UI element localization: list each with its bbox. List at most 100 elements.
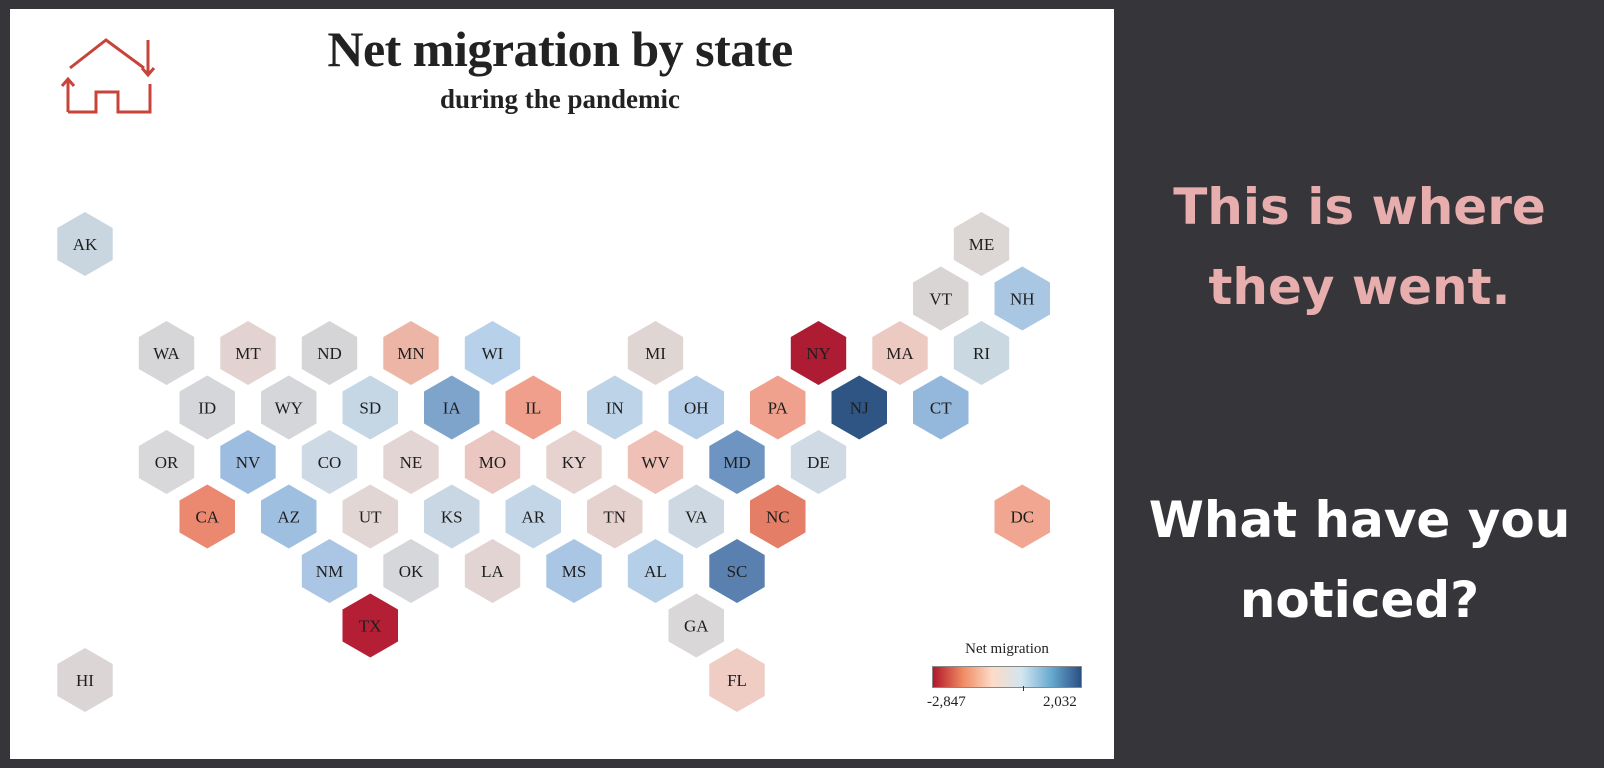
state-hex-shape [709,430,765,494]
state-hex-oh: OH [668,375,724,440]
state-label: AR [521,508,545,527]
state-label: NY [806,344,831,363]
state-hex-ky: KY [546,430,602,494]
state-hex-or: OR [138,430,195,494]
legend-max-label: 2,032 [1043,694,1077,710]
state-hex-shape [994,266,1050,331]
state-label: MA [886,344,914,363]
state-label: NV [236,453,261,472]
state-label: LA [481,562,504,581]
state-hex-wi: WI [464,321,521,385]
state-label: UT [359,508,382,527]
legend-zero-tick [1023,686,1024,691]
state-hex-de: DE [790,430,847,494]
state-label: NJ [850,399,869,418]
state-hex-shape [464,430,521,494]
state-hex-shape [138,430,195,494]
state-hex-hi: HI [57,648,113,712]
state-hex-shape [668,375,724,440]
state-hex-shape [57,212,113,276]
state-hex-shape [546,430,602,494]
state-label: MN [397,344,424,363]
state-label: NH [1010,290,1035,309]
state-hex-shape [627,430,684,494]
state-label: VT [929,290,952,309]
state-hex-shape [627,321,684,385]
state-hex-shape [750,375,806,440]
state-label: IA [443,399,462,418]
state-label: CT [930,399,952,418]
state-hex-nv: NV [220,430,276,494]
legend-title: Net migration [965,641,1049,657]
state-hex-shape [342,375,398,440]
state-hex-shape [220,321,276,385]
state-hex-ut: UT [342,484,398,549]
state-hex-ct: CT [913,375,969,440]
state-hex-shape [342,484,398,549]
state-hex-ri: RI [953,321,1010,385]
state-hex-nm: NM [301,539,358,603]
state-hex-shape [464,321,521,385]
state-hex-wv: WV [627,430,684,494]
state-hex-shape [383,430,439,494]
state-hex-nd: ND [301,321,358,385]
state-label: ME [969,235,995,254]
state-hex-vt: VT [913,266,969,331]
state-label: CO [318,453,342,472]
state-hex-id: ID [179,375,235,440]
state-hex-nh: NH [994,266,1050,331]
state-hex-shape [301,430,358,494]
legend-min-label: -2,847 [927,694,966,710]
state-hex-shape [505,484,561,549]
state-hex-pa: PA [750,375,806,440]
state-hex-al: AL [627,539,684,603]
state-hex-shape [953,212,1010,276]
state-hex-shape [261,484,317,549]
state-hex-shape [790,321,847,385]
state-hex-nj: NJ [831,375,887,440]
state-label: OH [684,399,709,418]
state-hex-shape [668,593,724,658]
chart-title: Net migration by state [327,21,793,77]
state-hex-tn: TN [587,484,643,549]
state-hex-shape [627,539,684,603]
state-hex-ga: GA [668,593,724,658]
state-hex-in: IN [587,375,643,440]
state-label: RI [973,344,990,363]
state-hex-nc: NC [750,484,806,549]
state-label: MO [479,453,506,472]
state-hex-la: LA [464,539,521,603]
state-label: MD [723,453,750,472]
state-label: SC [727,562,748,581]
state-hex-az: AZ [261,484,317,549]
state-label: DC [1010,508,1034,527]
state-hex-mn: MN [383,321,439,385]
state-hex-shape [220,430,276,494]
state-hex-shape [261,375,317,440]
state-hex-shape [424,375,480,440]
state-hex-md: MD [709,430,765,494]
state-label: MT [235,344,261,363]
state-hex-shape [383,539,439,603]
state-hex-shape [668,484,724,549]
state-label: NC [766,508,790,527]
state-label: WA [153,344,180,363]
state-hex-shape [424,484,480,549]
state-hex-dc: DC [994,484,1050,549]
state-hex-sd: SD [342,375,398,440]
state-hex-shape [464,539,521,603]
state-hex-shape [587,375,643,440]
state-label: IN [606,399,624,418]
chart-subtitle: during the pandemic [439,84,681,114]
legend-color-bar [932,666,1082,688]
state-hex-shape [383,321,439,385]
state-label: KY [562,453,587,472]
state-label: NE [400,453,423,472]
state-hex-ca: CA [179,484,235,549]
house-arrows-icon [60,38,156,114]
state-hex-shape [913,266,969,331]
state-hex-shape [505,375,561,440]
state-hex-shape [831,375,887,440]
state-label: NM [316,562,343,581]
state-hex-shape [750,484,806,549]
